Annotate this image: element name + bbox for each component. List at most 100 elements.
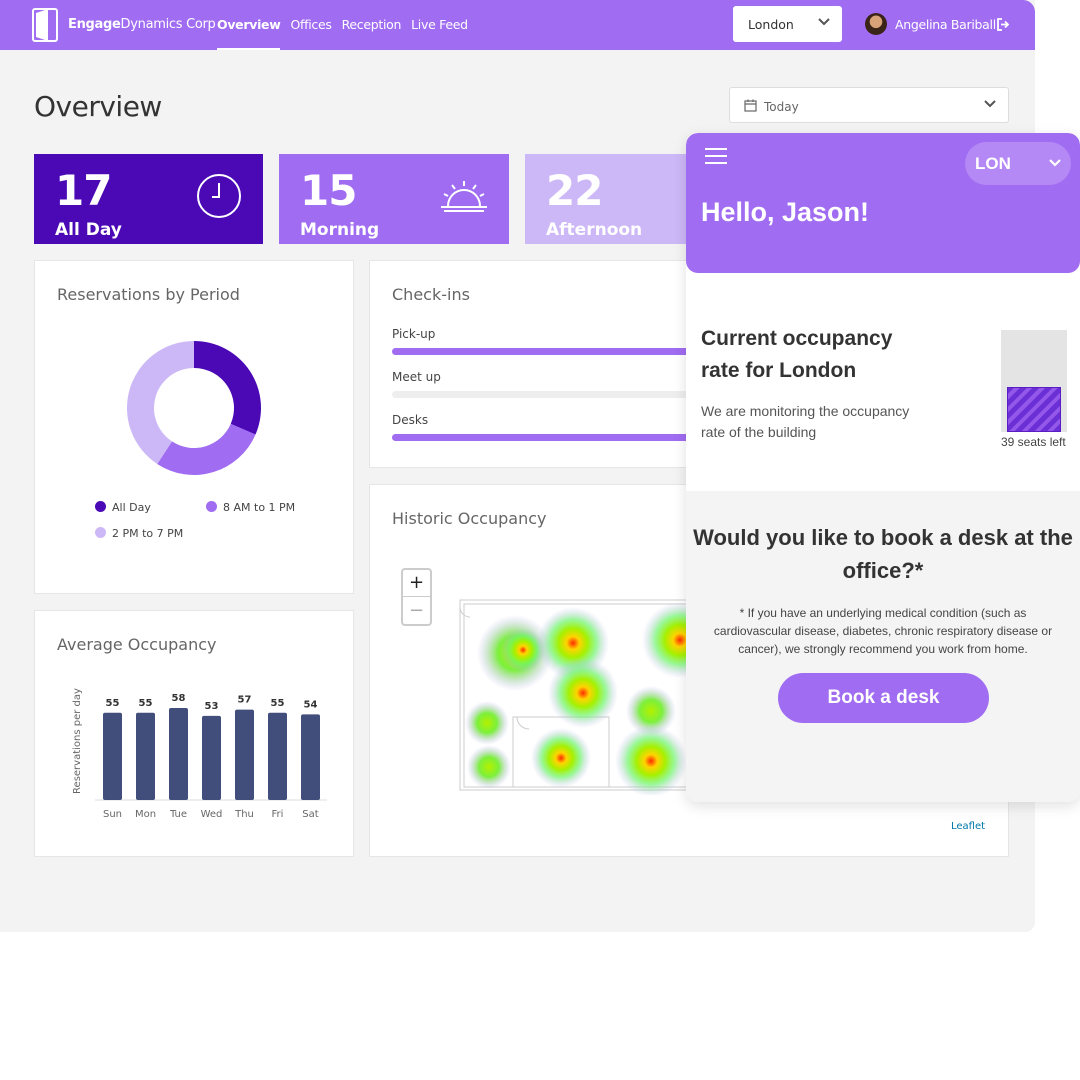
stat-label: Morning xyxy=(300,220,380,240)
date-filter-value: Today xyxy=(764,100,799,114)
check-ins-card: Check-ins Pick-up Meet up Desks xyxy=(369,260,709,468)
donut-slice-8-am-to-1-pm[interactable] xyxy=(157,423,256,475)
card-title: Check-ins xyxy=(392,285,470,304)
checkin-bar-fill xyxy=(392,434,702,441)
map-zoom-control: + − xyxy=(401,568,432,626)
occupancy-heatmap[interactable] xyxy=(455,595,695,795)
checkin-bar-fill xyxy=(392,348,702,355)
x-tick-label: Thu xyxy=(234,809,254,820)
bar-value-label: 55 xyxy=(139,698,153,709)
reservations-by-period-card: Reservations by Period All Day 8 AM to 1… xyxy=(34,260,354,594)
donut-slice-2-pm-to-7-pm[interactable] xyxy=(126,341,194,464)
city-code-selector[interactable]: LON xyxy=(965,142,1071,185)
bar-sat[interactable] xyxy=(301,714,320,800)
x-tick-label: Mon xyxy=(135,809,156,820)
bar-value-label: 54 xyxy=(304,699,318,710)
brand-name[interactable]: EngageDynamics Corp xyxy=(68,17,216,32)
x-tick-label: Sun xyxy=(103,809,122,820)
greeting: Hello, Jason! xyxy=(701,197,870,227)
chevron-down-icon xyxy=(1049,159,1061,167)
x-tick-label: Sat xyxy=(302,809,318,820)
legend-swatch xyxy=(95,527,106,538)
stat-label: Afternoon xyxy=(546,220,643,240)
checkin-label-meetup: Meet up xyxy=(392,370,441,384)
zoom-in-button[interactable]: + xyxy=(403,570,430,597)
zoom-out-button[interactable]: − xyxy=(408,600,425,621)
seats-left-label: 39 seats left xyxy=(1001,435,1066,449)
bar-value-label: 53 xyxy=(205,701,219,712)
occupancy-description: We are monitoring the occupancy rate of … xyxy=(701,403,910,440)
medical-disclaimer: * If you have an underlying medical cond… xyxy=(713,606,1053,656)
user-name[interactable]: Angelina Bariball xyxy=(895,17,996,32)
chevron-down-icon xyxy=(984,100,996,108)
legend-all-day: All Day xyxy=(95,501,151,514)
stat-card-all-day[interactable]: 17 All Day xyxy=(34,154,263,244)
checkin-label-pickup: Pick-up xyxy=(392,327,436,341)
checkin-bar-pickup xyxy=(392,348,702,355)
date-filter-dropdown[interactable]: Today xyxy=(729,87,1009,123)
logout-icon[interactable] xyxy=(997,18,1010,31)
reservations-donut-chart xyxy=(126,341,261,475)
bar-fri[interactable] xyxy=(268,712,287,800)
occupancy-gauge-fill xyxy=(1007,387,1061,432)
nav-link-live-feed[interactable]: Live Feed xyxy=(411,17,468,32)
checkin-bar-meetup xyxy=(392,391,702,398)
checkin-bar-desks xyxy=(392,434,702,441)
mobile-app-panel: LON Hello, Jason! Current occupancy rate… xyxy=(686,133,1080,802)
nav-link-overview[interactable]: Overview xyxy=(217,17,281,50)
legend-label: 2 PM to 7 PM xyxy=(112,527,184,540)
legend-afternoon: 2 PM to 7 PM xyxy=(95,527,183,540)
bar-wed[interactable] xyxy=(202,715,221,800)
bar-sun[interactable] xyxy=(103,712,122,800)
booking-question: Would you like to book a desk at the off… xyxy=(693,525,1073,583)
nav-links: Overview Offices Reception Live Feed xyxy=(217,17,468,50)
occupancy-title: Current occupancy rate for London xyxy=(701,327,893,382)
legend-label: 8 AM to 1 PM xyxy=(223,501,296,514)
stat-value: 15 xyxy=(300,166,357,215)
legend-morning: 8 AM to 1 PM xyxy=(206,501,295,514)
bar-value-label: 58 xyxy=(172,693,186,704)
calendar-icon xyxy=(744,99,757,112)
average-occupancy-bar-chart: Reservations per day 55 Sun 55 Mon 58 Tue 53 Wed… xyxy=(72,688,327,820)
top-navbar: EngageDynamics Corp Overview Offices Rec… xyxy=(0,0,1035,50)
legend-label: All Day xyxy=(112,501,151,514)
clock-icon xyxy=(197,174,241,218)
occupancy-gauge xyxy=(1001,330,1067,432)
bar-thu[interactable] xyxy=(235,709,254,800)
chevron-down-icon xyxy=(818,18,830,26)
heatmap-spots xyxy=(465,602,695,795)
booking-section: Would you like to book a desk at the off… xyxy=(686,491,1080,802)
bar-tue[interactable] xyxy=(169,708,188,800)
legend-swatch xyxy=(95,501,106,512)
stat-label: All Day xyxy=(55,220,122,240)
stat-value: 22 xyxy=(546,166,603,215)
mobile-header: LON Hello, Jason! xyxy=(686,133,1080,273)
avatar[interactable] xyxy=(865,13,887,35)
sunrise-icon xyxy=(441,181,487,212)
city-code: LON xyxy=(975,154,1011,173)
brand-bold: Engage xyxy=(68,17,121,32)
nav-link-offices[interactable]: Offices xyxy=(290,17,332,32)
hamburger-menu-icon[interactable] xyxy=(705,148,727,164)
page-title: Overview xyxy=(34,90,162,123)
bar-value-label: 55 xyxy=(271,698,285,709)
door-logo-icon[interactable] xyxy=(32,8,58,42)
card-title: Historic Occupancy xyxy=(392,509,547,528)
nav-link-reception[interactable]: Reception xyxy=(341,17,402,32)
city-dropdown[interactable]: London xyxy=(733,6,842,42)
legend-swatch xyxy=(206,501,217,512)
stat-value: 17 xyxy=(55,166,112,215)
bar-mon[interactable] xyxy=(136,712,155,800)
donut-slice-all-day[interactable] xyxy=(194,341,261,435)
x-tick-label: Wed xyxy=(201,809,223,820)
map-attribution-link[interactable]: Leaflet xyxy=(951,821,986,832)
x-tick-label: Tue xyxy=(169,809,187,820)
bar-value-label: 55 xyxy=(106,698,120,709)
checkin-label-desks: Desks xyxy=(392,413,429,427)
card-title: Reservations by Period xyxy=(57,285,240,304)
y-axis-label: Reservations per day xyxy=(72,688,83,794)
city-dropdown-value: London xyxy=(748,17,794,32)
bar-value-label: 57 xyxy=(238,695,252,706)
stat-card-morning[interactable]: 15 Morning xyxy=(279,154,509,244)
book-desk-button[interactable]: Book a desk xyxy=(778,673,989,723)
